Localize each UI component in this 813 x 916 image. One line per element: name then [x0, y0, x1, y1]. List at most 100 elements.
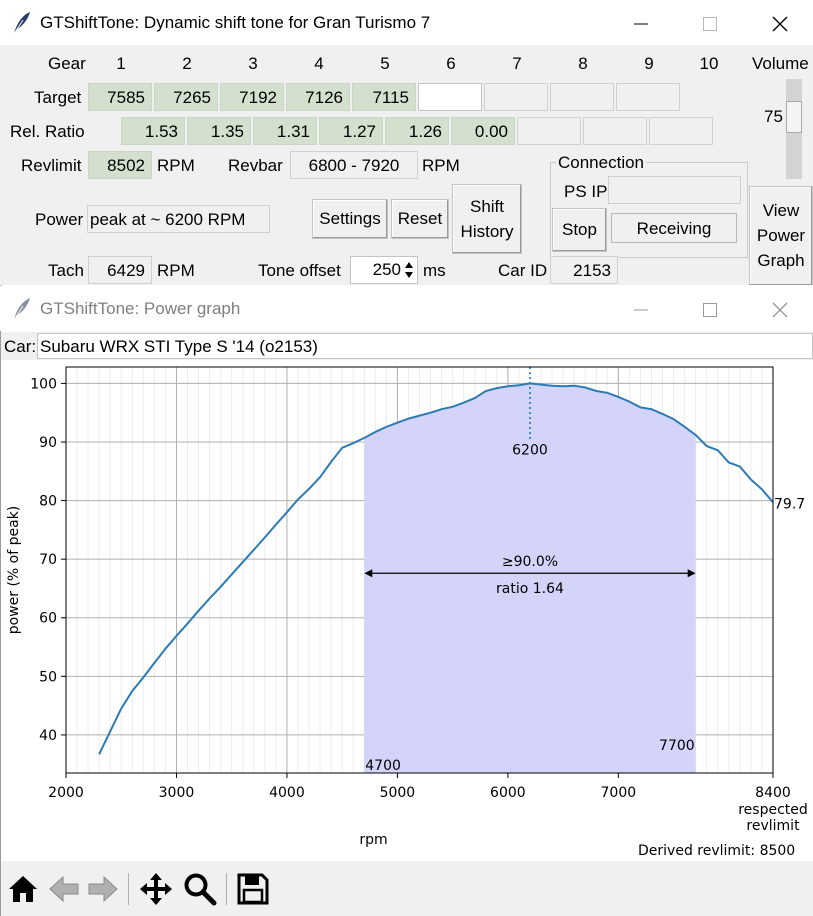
rel-ratio-field: 1.27: [319, 117, 383, 145]
x-tick-label: 6000: [490, 785, 526, 801]
connection-label: Connection: [556, 151, 647, 175]
x-tick-label: 7000: [601, 785, 637, 801]
rel-ratio-field: 1.26: [385, 117, 449, 145]
stop-button-label: Stop: [562, 220, 597, 239]
pan-icon[interactable]: [139, 872, 173, 906]
spin-arrows-icon[interactable]: [403, 258, 415, 282]
main-title-bar[interactable]: GTShiftTone: Dynamic shift tone for Gran…: [0, 0, 813, 45]
settings-button[interactable]: Settings: [312, 199, 388, 239]
tach-value: 6429: [88, 256, 152, 284]
view-power-graph-line3: Graph: [757, 251, 805, 270]
close-icon: [772, 16, 788, 32]
zoom-icon[interactable]: [183, 872, 217, 906]
stop-button[interactable]: Stop: [552, 208, 607, 252]
target-rpm-field[interactable]: 7585: [88, 83, 152, 111]
target-rpm-field[interactable]: 7192: [220, 83, 284, 111]
car-id-value: 2153: [550, 256, 618, 284]
peak-rpm-label: 6200: [512, 442, 548, 458]
receiving-status: Receiving: [611, 213, 737, 243]
target-rpm-field[interactable]: 7265: [154, 83, 218, 111]
gear-number: 1: [116, 54, 126, 73]
target-rpm-field[interactable]: [484, 83, 548, 111]
graph-minimize-button[interactable]: [618, 286, 664, 331]
target-rpm-field[interactable]: [616, 83, 680, 111]
x-tick-note: revlimit: [746, 818, 800, 834]
tach-unit: RPM: [157, 261, 195, 280]
x-tick-label: 8400: [755, 785, 791, 801]
gear-number: 5: [380, 54, 390, 73]
shift-history-button[interactable]: Shift History: [452, 184, 522, 254]
maximize-icon: [703, 302, 717, 317]
target-label: Target: [34, 88, 82, 107]
power-graph[interactable]: 2000 3000 4000 5000 6000 7000 8400respectedrev…: [1, 361, 813, 861]
settings-button-label: Settings: [319, 209, 381, 228]
view-power-graph-button[interactable]: View Power Graph: [749, 186, 813, 286]
tone-offset-unit: ms: [423, 261, 446, 280]
target-rpm-field[interactable]: 7126: [286, 83, 350, 111]
volume-slider-thumb[interactable]: [786, 100, 802, 133]
rel-ratio-field: 1.53: [121, 117, 185, 145]
rel-ratio-field: 1.31: [253, 117, 317, 145]
rel-ratio-field: [649, 117, 713, 145]
ps-ip-label: PS IP: [564, 182, 608, 201]
toolbar-separator: [226, 873, 227, 905]
minimize-button[interactable]: [618, 0, 664, 45]
y-tick-label: 60: [39, 611, 57, 627]
x-tick-label: 4000: [269, 785, 305, 801]
graph-title-bar[interactable]: GTShiftTone: Power graph: [0, 286, 813, 331]
reset-button[interactable]: Reset: [391, 199, 449, 239]
graph-maximize-button[interactable]: [687, 286, 733, 331]
minimize-icon: [634, 309, 648, 311]
volume-value: 75: [764, 107, 783, 126]
band-arrow-head-left: [364, 569, 373, 578]
tone-offset-label: Tone offset: [258, 261, 341, 280]
back-icon[interactable]: [48, 873, 80, 905]
rel-ratio-field: 1.35: [187, 117, 251, 145]
view-power-graph-line2: Power: [756, 226, 806, 245]
ps-ip-input[interactable]: [608, 176, 741, 204]
x-tick-note: respected: [738, 802, 808, 818]
maximize-button[interactable]: [687, 0, 733, 45]
graph-close-button[interactable]: [757, 286, 803, 331]
y-tick-label: 90: [39, 435, 57, 451]
end-value-label: 79.7: [774, 496, 805, 512]
gear-number: 2: [182, 54, 192, 73]
rel-ratio-field: 0.00: [451, 117, 515, 145]
gear-number: 4: [314, 54, 324, 73]
band-end-label: 7700: [659, 738, 695, 754]
target-rpm-field[interactable]: [550, 83, 614, 111]
home-icon[interactable]: [7, 873, 39, 905]
target-rpm-field[interactable]: [418, 83, 482, 111]
forward-icon[interactable]: [87, 873, 119, 905]
derived-revlimit: Derived revlimit: 8500: [638, 843, 796, 859]
x-tick-label: 5000: [380, 785, 416, 801]
y-tick-label: 50: [39, 669, 57, 685]
volume-slider[interactable]: [786, 79, 802, 179]
power-label: Power: [35, 210, 84, 229]
y-tick-label: 80: [39, 494, 57, 510]
y-tick-label: 40: [39, 728, 57, 744]
gear-number: 7: [512, 54, 522, 73]
plot-toolbar: [1, 861, 813, 916]
y-tick-label: 70: [39, 552, 57, 568]
gear-number: 8: [578, 54, 588, 73]
close-button[interactable]: [757, 0, 803, 45]
gear-number: 9: [644, 54, 654, 73]
main-window-title: GTShiftTone: Dynamic shift tone for Gran…: [40, 13, 431, 32]
y-axis-label: power (% of peak): [6, 506, 22, 635]
revlimit-unit: RPM: [157, 156, 195, 175]
band-start-label: 4700: [365, 758, 401, 774]
tone-offset-value[interactable]: 250: [372, 260, 401, 279]
revbar-value: 6800 - 7920: [290, 151, 418, 179]
maximize-icon: [703, 16, 717, 31]
feather-icon: [13, 298, 30, 321]
save-icon[interactable]: [237, 873, 269, 905]
band-threshold-label: ≥90.0%: [502, 554, 558, 570]
connection-group: [550, 162, 748, 258]
rel-ratio-label: Rel. Ratio: [10, 122, 85, 141]
x-tick-label: 2000: [48, 785, 84, 801]
tach-label: Tach: [48, 261, 84, 280]
tone-offset-spinbox[interactable]: 250: [350, 256, 418, 284]
target-rpm-field[interactable]: 7115: [352, 83, 416, 111]
shift-history-line1: Shift: [469, 197, 505, 216]
